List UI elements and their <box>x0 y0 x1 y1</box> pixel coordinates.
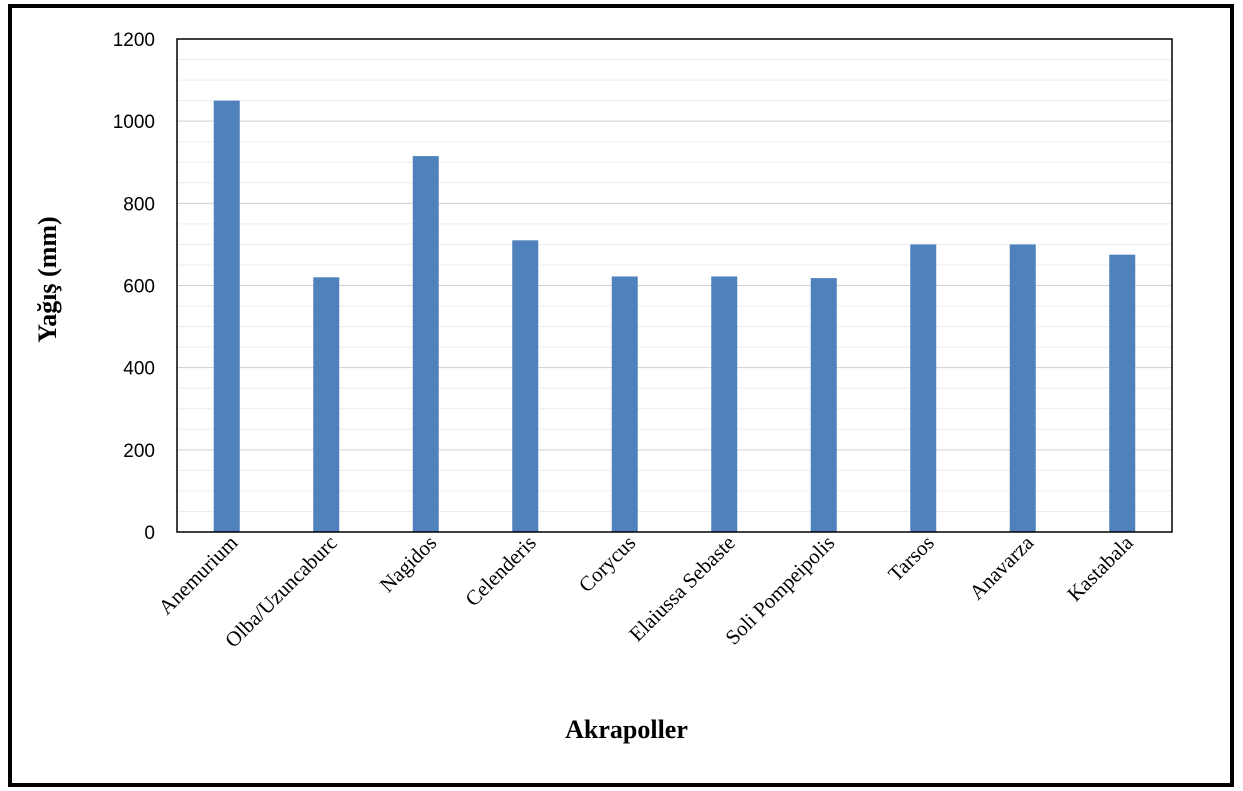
bar-anemurium <box>213 100 240 532</box>
bar-nagidos <box>412 156 439 532</box>
bar-celenderis <box>512 240 539 532</box>
bar-series <box>213 100 1136 532</box>
x-tick-label: Celenderis <box>460 531 540 611</box>
y-tick-label: 0 <box>144 523 155 544</box>
bar-tarsos <box>910 244 937 532</box>
bar-kastabala <box>1109 254 1136 532</box>
bar-olba-uzuncaburc <box>313 277 340 532</box>
y-axis-ticks: 0 200 400 600 800 1000 1200 <box>113 30 155 544</box>
x-tick-label: Anavarza <box>964 530 1038 604</box>
x-tick-label: Nagidos <box>375 531 441 597</box>
x-tick-label: Anemurium <box>154 531 243 620</box>
x-tick-label: Corycus <box>574 531 640 597</box>
y-tick-label: 800 <box>123 194 155 215</box>
plot-area-border <box>176 38 1173 533</box>
x-tick-label: Tarsos <box>883 531 939 587</box>
x-tick-label: Kastabala <box>1062 530 1138 606</box>
bar-soli-pompeipolis <box>810 278 837 532</box>
y-tick-label: 1200 <box>113 30 155 51</box>
x-axis-title: Akrapoller <box>565 715 688 744</box>
y-tick-label: 600 <box>123 277 155 298</box>
bar-corycus <box>611 276 638 532</box>
bar-anavarza <box>1009 244 1036 532</box>
y-axis-title: Yağış (mm) <box>33 216 62 342</box>
y-tick-label: 400 <box>123 359 155 380</box>
x-tick-label: Elaiussa Sebaste <box>624 531 740 647</box>
y-tick-label: 1000 <box>113 112 155 133</box>
y-tick-label: 200 <box>123 441 155 462</box>
bar-elaiussa-sebaste <box>711 276 738 532</box>
